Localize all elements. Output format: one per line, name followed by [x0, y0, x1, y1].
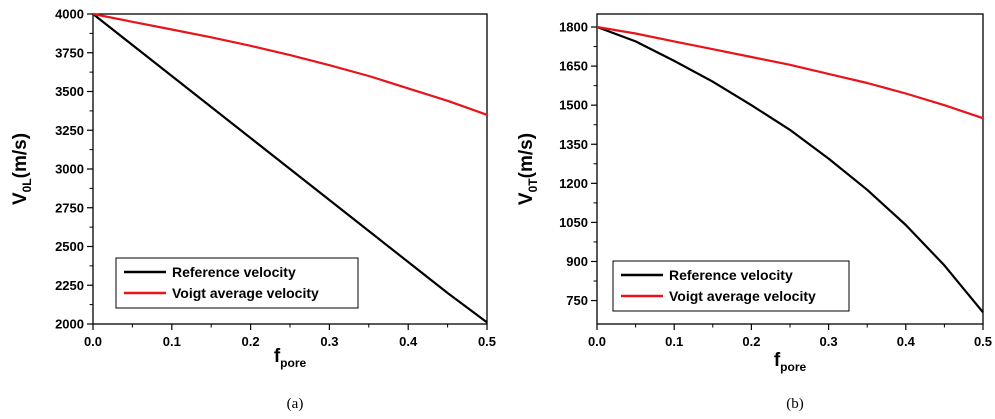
panel-caption: (b) — [786, 396, 804, 412]
x-tick-label: 0.4 — [399, 334, 418, 349]
x-axis-label: fpore — [774, 350, 807, 374]
x-tick-label: 0.0 — [588, 334, 606, 349]
y-tick-label: 2000 — [55, 317, 84, 332]
x-axis-label: fpore — [274, 346, 307, 370]
x-tick-label: 0.2 — [242, 334, 260, 349]
legend-label: Voigt average velocity — [669, 288, 816, 304]
y-tick-label: 3750 — [55, 45, 84, 60]
x-tick-label: 0.3 — [820, 334, 838, 349]
x-tick-label: 0.2 — [742, 334, 760, 349]
legend-label: Reference velocity — [172, 264, 296, 280]
y-tick-label: 1050 — [559, 215, 588, 230]
series-line-reference-velocity — [92, 13, 488, 324]
panel-caption: (a) — [287, 396, 304, 412]
series-line-reference-velocity — [596, 25, 984, 313]
legend-box — [115, 257, 359, 309]
legend-box — [612, 260, 850, 312]
y-tick-label: 3000 — [55, 162, 84, 177]
x-tick-label: 0.4 — [897, 334, 916, 349]
y-tick-label: 1650 — [559, 59, 588, 74]
legend: Reference velocity Voigt average velocity — [612, 260, 850, 312]
y-tick-label: 2750 — [55, 200, 84, 215]
y-tick-label: 900 — [566, 254, 588, 269]
legend-label: Voigt average velocity — [172, 285, 319, 301]
y-tick-label: 2250 — [55, 278, 84, 293]
x-tick-label: 0.5 — [974, 334, 992, 349]
x-tick-label: 0.3 — [320, 334, 338, 349]
y-tick-label: 3250 — [55, 123, 84, 138]
y-tick-label: 750 — [566, 293, 588, 308]
y-tick-label: 1350 — [559, 137, 588, 152]
y-tick-label: 1200 — [559, 176, 588, 191]
y-axis-label: V0T(m/s) — [516, 133, 540, 205]
x-tick-label: 0.0 — [84, 334, 102, 349]
y-tick-label: 1500 — [559, 98, 588, 113]
y-tick-label: 4000 — [55, 7, 84, 22]
series-line-voigt-average-velocity — [92, 12, 488, 116]
x-tick-label: 0.1 — [665, 334, 683, 349]
chart-panel-a: 0.0 0.1 0.2 0.3 0.4 0.5 2000 2250 2500 2750 3000 32… — [10, 7, 496, 413]
y-tick-label: 3500 — [55, 84, 84, 99]
y-tick-label: 2500 — [55, 239, 84, 254]
x-tick-label: 0.5 — [478, 334, 496, 349]
y-axis-label: V0L(m/s) — [10, 133, 34, 205]
series-line-voigt-average-velocity — [596, 25, 984, 120]
legend-label: Reference velocity — [669, 267, 793, 283]
chart-panel-b: 0.0 0.1 0.2 0.3 0.4 0.5 750 900 1050 1200 1350 1500… — [516, 13, 992, 412]
y-tick-label: 1800 — [559, 20, 588, 35]
x-tick-label: 0.1 — [163, 334, 181, 349]
legend: Reference velocity Voigt average velocity — [115, 257, 359, 309]
